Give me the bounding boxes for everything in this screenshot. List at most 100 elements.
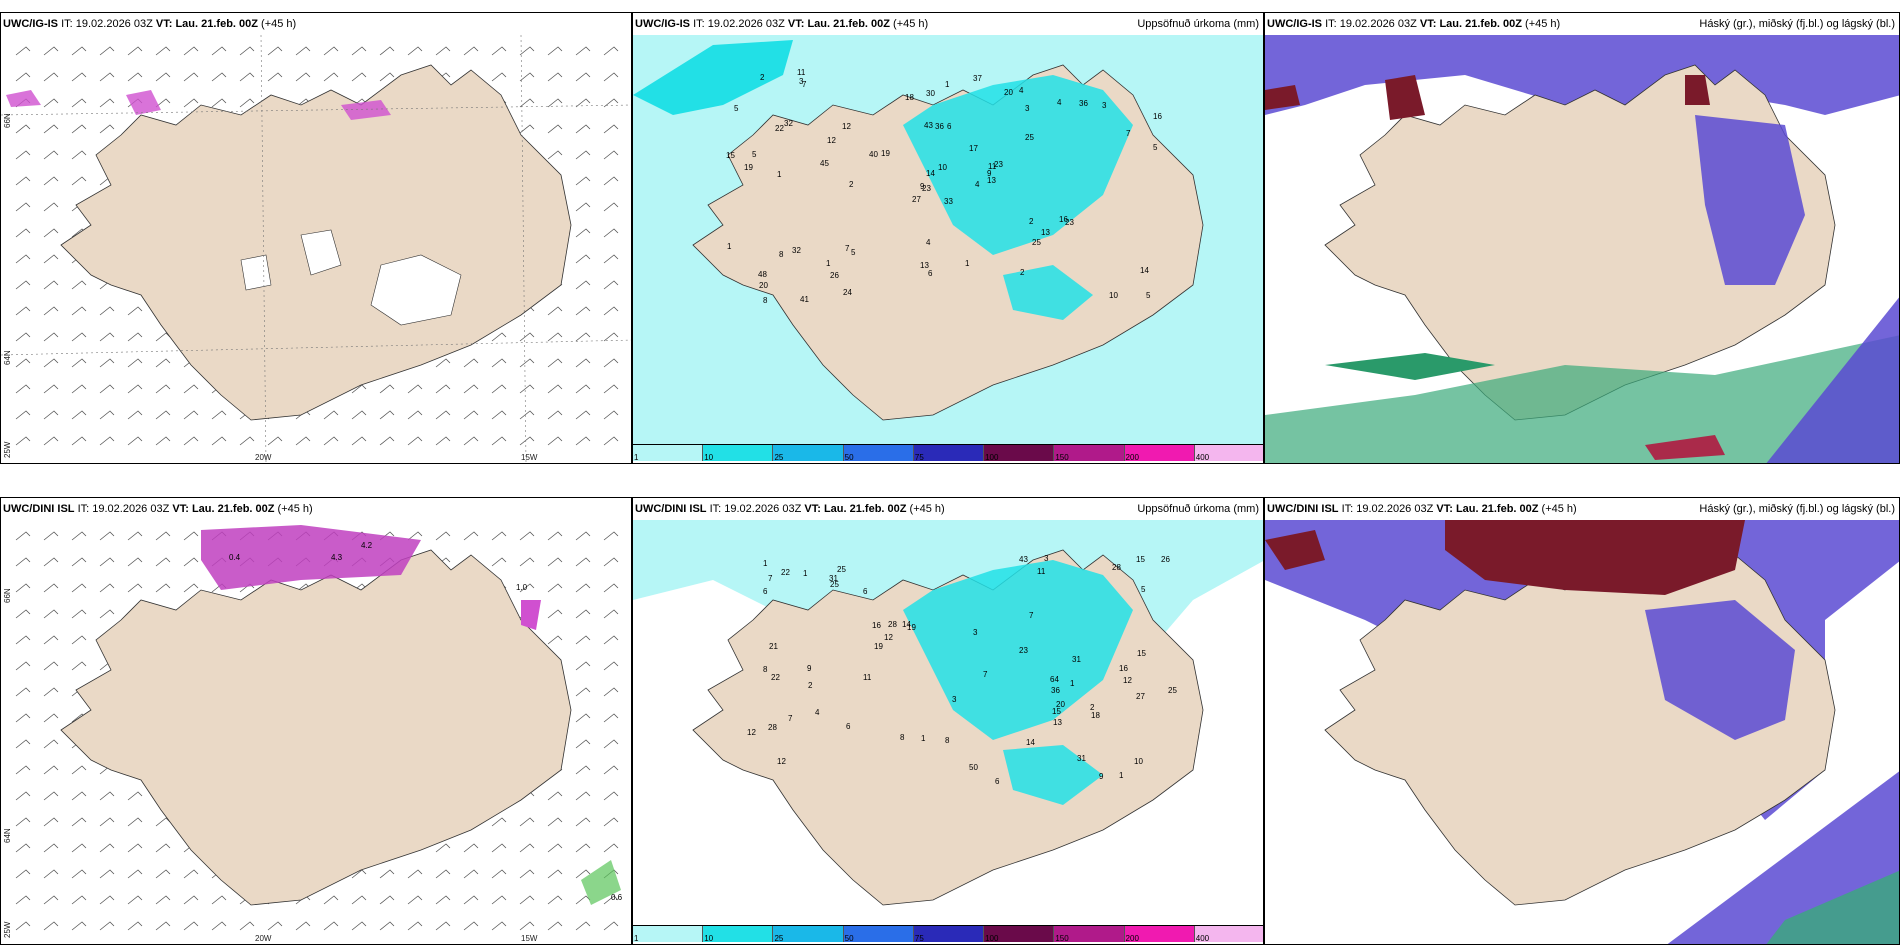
colorbar-label: 150	[1055, 934, 1069, 943]
colorbar-cell	[1054, 445, 1125, 461]
wind-barb	[99, 921, 115, 931]
precip-value: 6	[763, 587, 768, 596]
wind-barb	[491, 921, 507, 931]
precip-value: 15	[1137, 649, 1146, 658]
precip-value: 7	[1029, 611, 1034, 620]
wind-barb	[603, 895, 619, 905]
lat-label: 66N	[3, 113, 12, 128]
wind-barb	[43, 332, 59, 342]
wind-barb	[127, 895, 143, 905]
precip-value: 3	[973, 628, 978, 637]
precip-value: 16	[872, 621, 881, 630]
wind-barb	[547, 895, 563, 905]
wind-value: 4.3	[331, 553, 343, 562]
wind-barb	[15, 609, 31, 619]
wind-barb	[239, 436, 255, 446]
precip-value: 33	[944, 197, 953, 206]
cloud-low	[1445, 520, 1745, 595]
wind-barb	[519, 436, 535, 446]
lon-label: 25W	[3, 921, 12, 938]
wind-barb	[575, 765, 591, 775]
wind-barb	[183, 98, 199, 108]
precip-value: 13	[920, 261, 929, 270]
wind-barb	[463, 531, 479, 541]
glacier	[240, 254, 272, 291]
wind-barb	[99, 869, 115, 879]
wind-barb	[43, 124, 59, 134]
wind-barb	[575, 72, 591, 82]
precip-value: 18	[1091, 711, 1100, 720]
precip-value: 12	[884, 633, 893, 642]
wind-barb	[99, 46, 115, 56]
precip-value: 19	[874, 642, 883, 651]
precip-values: 3322234811546347511627254143173219202636…	[726, 68, 1162, 305]
precip-value: 10	[938, 163, 947, 172]
wind-barb	[547, 869, 563, 879]
precip-value: 4	[926, 238, 931, 247]
precip-value: 21	[769, 642, 778, 651]
wind-barb	[127, 46, 143, 56]
wind-barb	[519, 869, 535, 879]
lead-time: (+45 h)	[909, 503, 945, 515]
precip-values: 3612122519312811166687108153714426281927…	[747, 554, 1177, 786]
wind-barb	[71, 358, 87, 368]
precip-field	[903, 560, 1133, 740]
precip-value: 8	[763, 665, 768, 674]
wind-barb	[603, 410, 619, 420]
wind-barb	[267, 46, 283, 56]
precip-value: 1	[763, 559, 768, 568]
precip-value: 1	[921, 734, 926, 743]
precip-value: 3	[1025, 104, 1030, 113]
colorbar-label: 75	[914, 934, 924, 943]
wind-barb	[575, 843, 591, 853]
wind-barb	[15, 817, 31, 827]
precip-value: 7	[788, 714, 793, 723]
iceland-land	[60, 549, 572, 906]
wind-barb	[519, 895, 535, 905]
panel-precip-igis: UWC/IG-IS IT: 19.02.2026 03Z VT: Lau. 21…	[632, 12, 1264, 464]
grid-line	[520, 35, 527, 463]
colorbar-cell	[633, 926, 704, 942]
wind-barb	[547, 609, 563, 619]
wind-barb	[603, 765, 619, 775]
wind-barb	[407, 531, 423, 541]
precip-value: 43	[924, 121, 933, 130]
lead-time: (+45 h)	[893, 18, 929, 30]
wind-barb	[603, 687, 619, 697]
wind-barb	[211, 46, 227, 56]
precip-value: 10	[1134, 757, 1143, 766]
precip-value: 11	[1037, 567, 1046, 576]
precip-value: 23	[994, 160, 1003, 169]
precip-value: 8	[945, 736, 950, 745]
wind-barb	[603, 791, 619, 801]
precip-value: 5	[851, 248, 856, 257]
wind-barb	[71, 583, 87, 593]
wind-barb	[127, 384, 143, 394]
wind-barb	[603, 817, 619, 827]
precip-value: 6	[995, 777, 1000, 786]
lon-label: 20W	[255, 453, 272, 462]
precip-value: 36	[1051, 686, 1060, 695]
wind-barb	[71, 531, 87, 541]
wind-barb	[43, 410, 59, 420]
wind-barb	[15, 46, 31, 56]
precip-value: 11	[797, 68, 806, 77]
precip-value: 9	[1099, 772, 1104, 781]
precip-value: 28	[1112, 563, 1121, 572]
wind-barb	[183, 384, 199, 394]
precip-value: 43	[1019, 555, 1028, 564]
wind-barb	[323, 46, 339, 56]
wind-barb	[267, 436, 283, 446]
precip-map: 3322234811546347511627254143173219202636…	[633, 35, 1263, 445]
it-label: IT:	[709, 503, 722, 515]
wind-barb	[547, 557, 563, 567]
precip-value: 1	[777, 170, 782, 179]
colorbar-cell	[843, 926, 914, 942]
colorbar-cell	[633, 445, 704, 461]
precip-value: 30	[926, 89, 935, 98]
wind-barb	[519, 583, 535, 593]
precip-value: 48	[758, 270, 767, 279]
panel-precip-dini: UWC/DINI ISL IT: 19.02.2026 03Z VT: Lau.…	[632, 497, 1264, 945]
wind-barb	[603, 921, 619, 931]
precip-value: 6	[846, 722, 851, 731]
